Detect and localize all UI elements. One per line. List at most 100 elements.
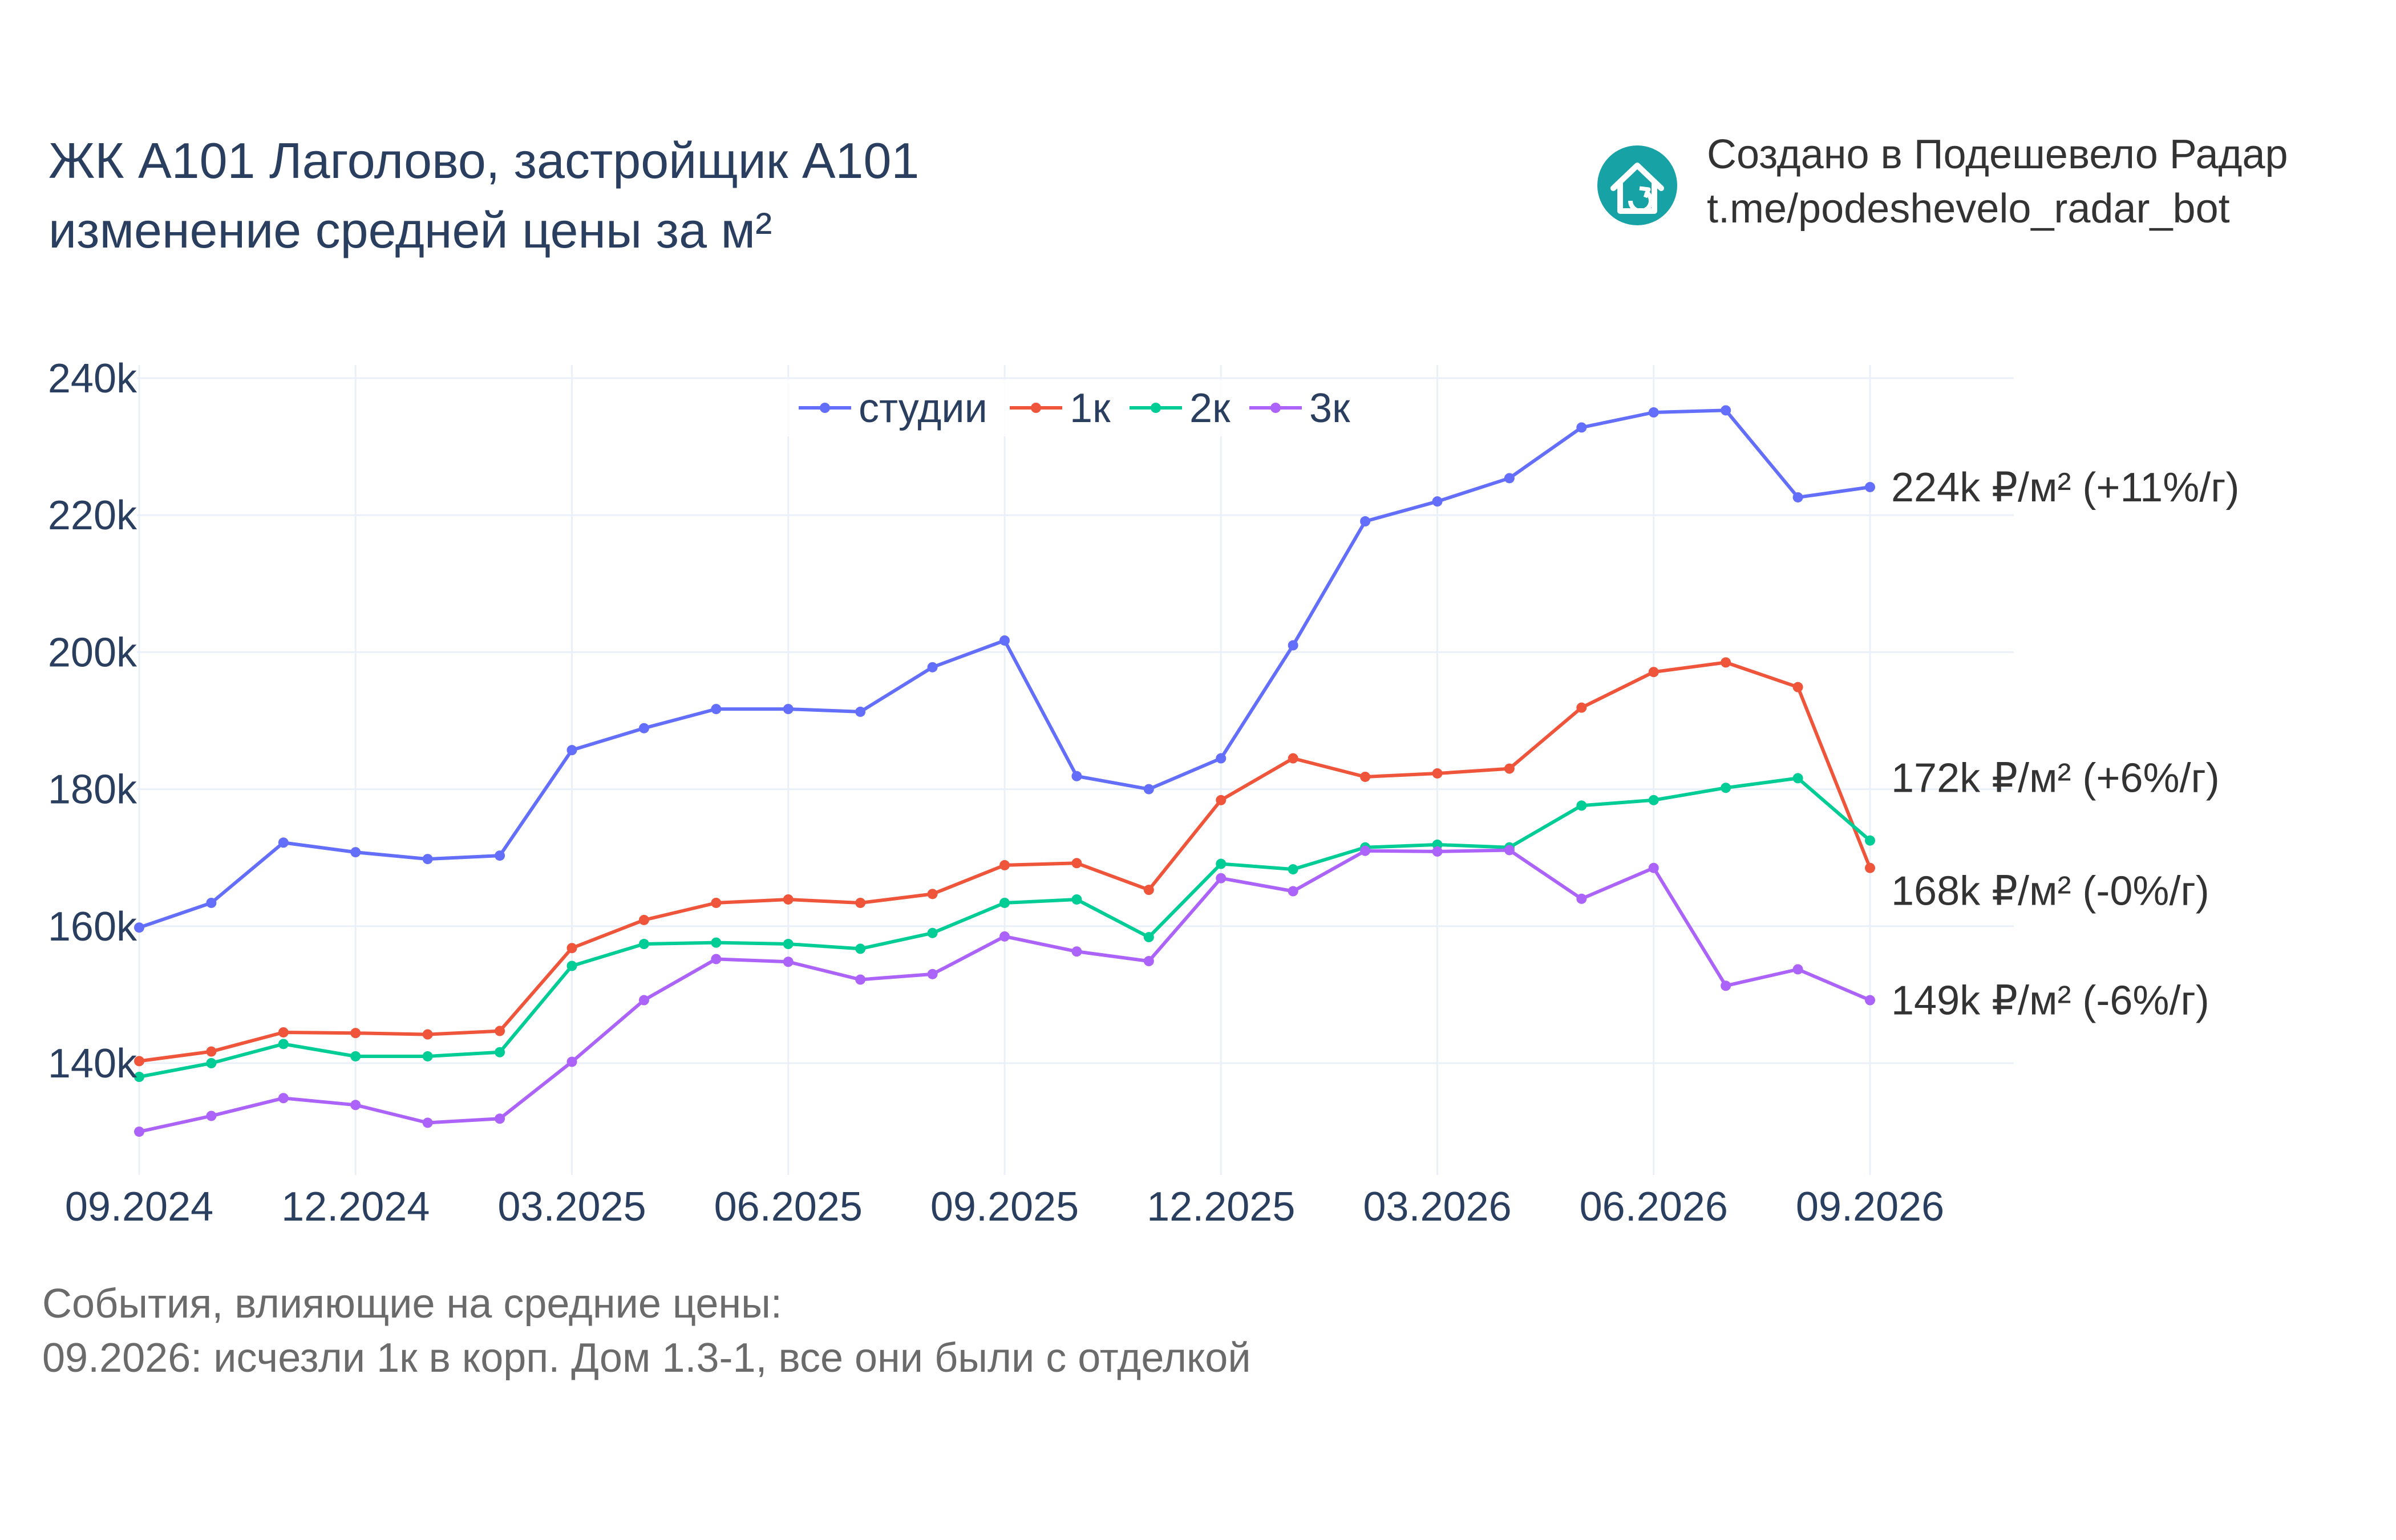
data-point[interactable] xyxy=(1792,773,1803,784)
data-point[interactable] xyxy=(999,635,1010,646)
data-point[interactable] xyxy=(1071,858,1082,869)
data-point[interactable] xyxy=(1648,667,1659,678)
data-point[interactable] xyxy=(566,745,577,756)
data-point[interactable] xyxy=(495,1047,505,1057)
data-point[interactable] xyxy=(1721,657,1731,668)
data-point[interactable] xyxy=(1576,702,1587,713)
data-point[interactable] xyxy=(134,1126,144,1137)
data-point[interactable] xyxy=(566,943,577,954)
data-point[interactable] xyxy=(134,1072,144,1083)
data-point[interactable] xyxy=(638,939,649,950)
data-point[interactable] xyxy=(1143,956,1154,967)
data-point[interactable] xyxy=(206,1046,217,1057)
data-point[interactable] xyxy=(1360,516,1371,527)
data-point[interactable] xyxy=(638,723,649,733)
data-point[interactable] xyxy=(278,1027,289,1038)
data-point[interactable] xyxy=(495,1026,505,1036)
data-point[interactable] xyxy=(783,939,794,950)
data-point[interactable] xyxy=(927,968,938,979)
data-point[interactable] xyxy=(350,1051,361,1061)
data-point[interactable] xyxy=(855,943,866,954)
data-point[interactable] xyxy=(1576,893,1587,904)
data-point[interactable] xyxy=(1071,946,1082,957)
legend[interactable]: студии 1к 2к 3к xyxy=(787,379,1358,436)
legend-item[interactable]: 2к xyxy=(1130,386,1231,431)
legend-item[interactable]: 1к xyxy=(1010,386,1111,431)
data-point[interactable] xyxy=(927,889,938,899)
data-point[interactable] xyxy=(1721,405,1731,416)
data-point[interactable] xyxy=(422,1029,433,1040)
data-point[interactable] xyxy=(566,961,577,971)
data-point[interactable] xyxy=(711,937,722,948)
data-point[interactable] xyxy=(1504,845,1515,856)
data-point[interactable] xyxy=(1432,846,1443,857)
data-point[interactable] xyxy=(711,954,722,964)
data-point[interactable] xyxy=(278,1093,289,1104)
data-point[interactable] xyxy=(1648,407,1659,418)
data-point[interactable] xyxy=(927,927,938,938)
data-point[interactable] xyxy=(1360,845,1371,856)
data-point[interactable] xyxy=(1288,640,1298,651)
data-point[interactable] xyxy=(1576,800,1587,811)
data-point[interactable] xyxy=(566,1056,577,1067)
legend-item[interactable]: студии xyxy=(799,386,987,431)
data-point[interactable] xyxy=(999,897,1010,908)
data-point[interactable] xyxy=(1576,422,1587,433)
data-point[interactable] xyxy=(1792,682,1803,692)
data-point[interactable] xyxy=(1216,753,1227,764)
data-point[interactable] xyxy=(638,995,649,1006)
data-point[interactable] xyxy=(1071,894,1082,905)
data-point[interactable] xyxy=(495,850,505,861)
data-point[interactable] xyxy=(350,847,361,858)
data-point[interactable] xyxy=(134,1056,144,1067)
data-point[interactable] xyxy=(1288,886,1298,897)
data-point[interactable] xyxy=(1216,873,1227,884)
data-point[interactable] xyxy=(855,706,866,717)
data-point[interactable] xyxy=(1865,862,1875,873)
data-point[interactable] xyxy=(1504,473,1515,484)
data-point[interactable] xyxy=(783,704,794,715)
data-point[interactable] xyxy=(350,1100,361,1111)
data-point[interactable] xyxy=(783,894,794,905)
data-point[interactable] xyxy=(1216,858,1227,869)
data-point[interactable] xyxy=(999,931,1010,942)
data-point[interactable] xyxy=(1071,771,1082,781)
data-point[interactable] xyxy=(855,897,866,908)
data-point[interactable] xyxy=(1432,496,1443,507)
data-point[interactable] xyxy=(1432,768,1443,779)
data-point[interactable] xyxy=(711,704,722,715)
data-point[interactable] xyxy=(350,1028,361,1039)
data-point[interactable] xyxy=(1865,995,1875,1006)
data-point[interactable] xyxy=(422,1117,433,1128)
data-point[interactable] xyxy=(999,860,1010,870)
data-point[interactable] xyxy=(206,1111,217,1121)
data-point[interactable] xyxy=(1143,784,1154,795)
data-point[interactable] xyxy=(134,922,144,933)
data-point[interactable] xyxy=(783,957,794,967)
brand-link[interactable]: t.me/podeshevelo_radar_bot xyxy=(1707,186,2230,232)
data-point[interactable] xyxy=(495,1113,505,1124)
data-point[interactable] xyxy=(638,914,649,925)
data-point[interactable] xyxy=(422,854,433,865)
data-point[interactable] xyxy=(1288,864,1298,875)
data-point[interactable] xyxy=(1721,783,1731,793)
data-point[interactable] xyxy=(1792,964,1803,975)
data-point[interactable] xyxy=(1865,835,1875,846)
data-point[interactable] xyxy=(855,974,866,985)
data-point[interactable] xyxy=(1648,795,1659,805)
data-point[interactable] xyxy=(711,897,722,908)
data-point[interactable] xyxy=(1865,481,1875,492)
data-point[interactable] xyxy=(278,837,289,848)
data-point[interactable] xyxy=(1504,763,1515,774)
data-point[interactable] xyxy=(278,1039,289,1049)
data-point[interactable] xyxy=(206,897,217,908)
legend-item[interactable]: 3к xyxy=(1249,386,1350,431)
data-point[interactable] xyxy=(206,1058,217,1068)
data-point[interactable] xyxy=(1648,862,1659,873)
data-point[interactable] xyxy=(422,1051,433,1061)
data-point[interactable] xyxy=(1288,753,1298,764)
data-point[interactable] xyxy=(1792,492,1803,502)
data-point[interactable] xyxy=(1216,795,1227,805)
data-point[interactable] xyxy=(1721,980,1731,991)
data-point[interactable] xyxy=(1143,885,1154,895)
